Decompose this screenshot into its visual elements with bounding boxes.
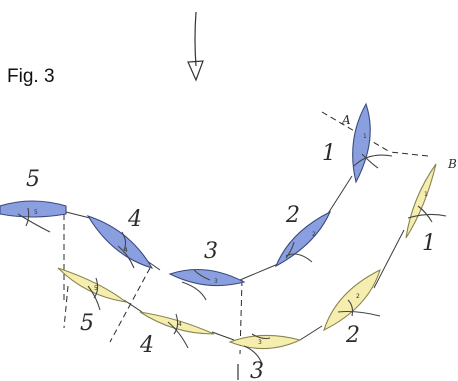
blue-hull-mark-3: 3 [214, 278, 218, 285]
yellow-boat-3 [228, 333, 302, 365]
blue-boat-3 [168, 269, 246, 301]
yellow-boat-label-2: 2 [345, 323, 360, 348]
blue-boat-4 [86, 215, 154, 269]
yellow-hull-mark-5: 5 [94, 285, 98, 292]
blue-boat-1 [352, 102, 393, 184]
yellow-hull-mark-4: 4 [178, 321, 182, 328]
blue-boat-label-1: 1 [322, 141, 336, 166]
direction-arrow [187, 11, 204, 82]
blue-boat-label-2: 2 [285, 203, 300, 228]
yellow-cable [123, 229, 405, 341]
blue-boat-label-4: 4 [127, 207, 142, 232]
yellow-hull-mark-3: 3 [258, 339, 262, 346]
blue-hull-mark-5: 5 [34, 209, 38, 216]
blue-cable [65, 175, 353, 281]
yellow-boat-1 [405, 163, 447, 239]
yellow-boat-label-5: 5 [80, 311, 94, 336]
blue-hull-mark-4: 4 [124, 247, 128, 254]
blue-boat-5 [0, 200, 67, 233]
figure-label: Fig. 3 [7, 66, 55, 87]
yellow-boat-4 [139, 311, 215, 349]
yellow-hull-mark-2: 2 [356, 293, 360, 300]
yellow-boat-5 [57, 267, 129, 311]
blue-boat-2 [274, 210, 332, 268]
yellow-boat-2 [323, 268, 381, 332]
blue-boat-label-3: 3 [204, 239, 218, 264]
yellow-hull-mark-1: 1 [424, 191, 428, 198]
yellow-boat-label-3: 3 [250, 359, 264, 381]
yellow-boat-label-1: 1 [422, 231, 436, 256]
blue-hull-mark-2: 2 [312, 231, 316, 238]
line-a-b [321, 111, 429, 157]
blue-hull-mark-1: 1 [363, 133, 367, 140]
point-a-label: A [341, 113, 351, 127]
point-b-label: B [447, 157, 457, 171]
yellow-boat-label-4: 4 [139, 333, 154, 358]
blue-boat-label-5: 5 [26, 167, 40, 192]
